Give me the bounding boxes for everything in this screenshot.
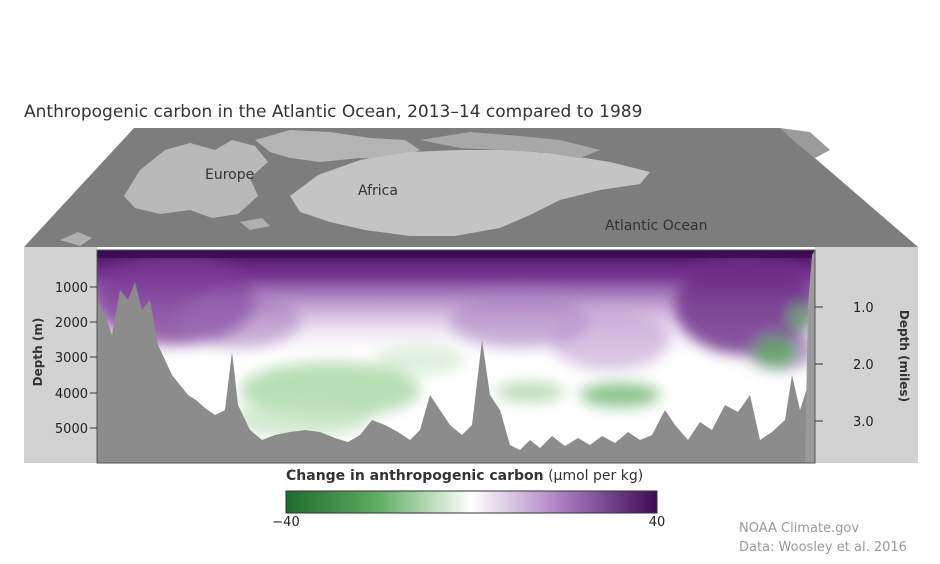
ytick-left-3000: 3000 — [55, 351, 88, 366]
credit-data: Data: Woosley et al. 2016 — [739, 540, 907, 555]
colorbar-max-label: 40 — [649, 515, 666, 530]
ytick-right-1: 1.0 — [853, 301, 874, 316]
ytick-right-2: 2.0 — [853, 358, 874, 373]
ylabel-right: Depth (miles) — [897, 310, 911, 402]
land-small-2 — [240, 218, 270, 230]
ytick-left-1000: 1000 — [55, 281, 88, 296]
seafloor — [97, 282, 815, 463]
ytick-right-3: 3.0 — [853, 415, 874, 430]
left-side-panel — [24, 247, 97, 463]
colorbar — [285, 490, 658, 514]
ytick-left-4000: 4000 — [55, 387, 88, 402]
map-label-europe: Europe — [205, 167, 254, 183]
ylabel-left: Depth (m) — [31, 318, 45, 387]
land-europe — [124, 140, 268, 218]
land-north — [420, 132, 600, 158]
map-label-africa: Africa — [358, 183, 398, 199]
map-label-atlantic: Atlantic Ocean — [605, 218, 707, 234]
ytick-left-2000: 2000 — [55, 316, 88, 331]
right-axis: 1.0 2.0 3.0 — [853, 301, 874, 430]
ytick-left-5000: 5000 — [55, 422, 88, 437]
chart-title: Anthropogenic carbon in the Atlantic Oce… — [24, 102, 643, 122]
land-ne-edge — [780, 128, 830, 158]
right-side-panel — [815, 247, 918, 463]
colorbar-min-label: −40 — [272, 515, 299, 530]
cross-section — [97, 250, 815, 463]
land-scandinavia — [255, 130, 420, 162]
credit-source: NOAA Climate.gov — [739, 521, 860, 536]
colorbar-title: Change in anthropogenic carbon (μmol per… — [286, 468, 644, 484]
left-axis: 1000 2000 3000 4000 5000 — [55, 281, 88, 437]
land-africa — [290, 150, 650, 236]
land-small-1 — [60, 232, 92, 246]
